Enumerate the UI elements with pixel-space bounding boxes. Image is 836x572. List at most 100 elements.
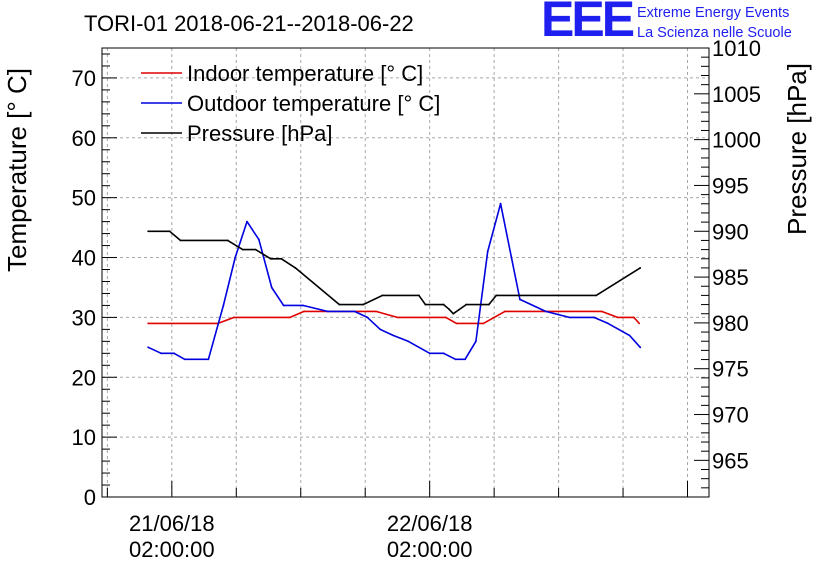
y2-tick-label: 985	[712, 265, 749, 290]
data-point-indoor	[455, 322, 458, 325]
data-point-indoor	[503, 310, 506, 313]
y-tick-label: 60	[72, 126, 96, 151]
y2-tick-label: 995	[712, 173, 749, 198]
legend-label: Outdoor temperature [° C]	[187, 91, 440, 116]
data-point-indoor	[303, 310, 305, 313]
y-tick-label: 10	[72, 425, 96, 450]
data-point-pressure	[448, 308, 450, 311]
y-tick-label: 40	[72, 246, 96, 271]
series-indoor	[147, 310, 641, 325]
y2-tick-label: 980	[712, 311, 749, 336]
data-point-outdoor	[499, 202, 502, 205]
data-point-outdoor	[366, 316, 369, 319]
data-point-outdoor	[257, 238, 260, 241]
y-tick-label: 20	[72, 365, 96, 390]
data-point-indoor	[632, 316, 635, 319]
left-axis: 0 10 20 30 40 50 60 70	[72, 53, 117, 510]
y2-tick-label: 970	[712, 403, 749, 428]
data-point-outdoor	[282, 304, 285, 307]
data-point-pressure	[226, 239, 229, 242]
data-point-pressure	[338, 303, 341, 306]
data-point-outdoor	[628, 334, 631, 337]
data-point-outdoor	[234, 256, 237, 259]
grid-lines	[102, 48, 709, 497]
legend: Indoor temperature [° C] Outdoor temperat…	[141, 61, 440, 146]
data-point-outdoor	[379, 328, 382, 331]
data-point-indoor	[482, 322, 485, 325]
right-axis: 965 970 975 980 985 990 995 1000 1005 1010	[694, 36, 761, 489]
data-point-outdoor	[160, 352, 162, 355]
y2-tick-label: 965	[712, 448, 749, 473]
data-point-pressure	[418, 294, 420, 297]
data-point-outdoor	[246, 220, 248, 223]
data-point-indoor	[147, 322, 150, 325]
y2-tick-label: 990	[712, 219, 749, 244]
data-point-outdoor	[639, 346, 642, 349]
plot-frame	[101, 47, 710, 498]
legend-label: Pressure [hPa]	[187, 121, 333, 146]
data-point-outdoor	[474, 340, 477, 343]
data-point-outdoor	[464, 358, 467, 361]
data-point-indoor	[233, 316, 236, 319]
data-point-indoor	[600, 310, 603, 313]
data-point-pressure	[452, 312, 455, 315]
data-point-outdoor	[392, 334, 395, 337]
series-layer	[147, 202, 642, 361]
data-point-outdoor	[302, 304, 304, 307]
y2-tick-label: 1000	[712, 128, 761, 153]
data-point-pressure	[362, 303, 364, 306]
logo-line-1: Extreme Energy Events	[637, 5, 790, 21]
logo-line-2: La Scienza nelle Scuole	[637, 25, 792, 41]
data-point-pressure	[241, 248, 244, 251]
data-point-pressure	[280, 257, 283, 260]
data-point-pressure	[442, 303, 445, 306]
data-point-outdoor	[486, 250, 489, 253]
data-point-outdoor	[544, 310, 547, 313]
data-point-pressure	[269, 257, 272, 260]
plot-frame-bg	[102, 48, 709, 497]
data-point-outdoor	[353, 310, 356, 313]
data-point-indoor	[289, 316, 291, 319]
y-tick-label: 30	[72, 305, 96, 330]
data-point-pressure	[294, 267, 297, 269]
data-point-outdoor	[147, 346, 150, 349]
legend-label: Indoor temperature [° C]	[187, 61, 423, 86]
y-tick-label: 0	[84, 485, 96, 510]
data-point-pressure	[639, 267, 642, 269]
y-tick-label: 70	[72, 66, 96, 91]
chart-title: TORI-01 2018-06-21--2018-06-22	[84, 11, 414, 36]
data-point-pressure	[487, 303, 490, 306]
data-point-pressure	[381, 294, 384, 297]
x-tick-date-label: 22/06/18	[387, 511, 473, 536]
data-point-outdoor	[407, 340, 410, 343]
x-tick-date-label: 21/06/18	[129, 511, 215, 536]
data-point-outdoor	[519, 298, 521, 301]
eee-logo-letters: EEE	[541, 0, 635, 47]
data-point-pressure	[495, 294, 498, 297]
y-axis-label: Temperature [° C]	[2, 68, 32, 272]
data-point-indoor	[444, 316, 447, 319]
x-tick-time-label: 02:00:00	[387, 537, 473, 562]
y2-tick-label: 975	[712, 357, 749, 382]
data-point-outdoor	[428, 352, 431, 355]
data-point-outdoor	[326, 310, 329, 313]
y-tick-label: 50	[72, 186, 96, 211]
data-point-outdoor	[607, 322, 609, 325]
data-point-pressure	[254, 248, 257, 251]
data-point-outdoor	[442, 352, 445, 355]
y2-tick-label: 1005	[712, 82, 761, 107]
data-point-outdoor	[568, 316, 571, 319]
series-line-pressure	[148, 230, 641, 315]
data-point-pressure	[168, 230, 171, 233]
data-point-indoor	[396, 316, 399, 319]
data-point-outdoor	[207, 358, 210, 361]
data-point-outdoor	[173, 352, 175, 355]
data-point-outdoor	[270, 286, 273, 289]
data-point-pressure	[595, 294, 598, 297]
data-point-pressure	[424, 303, 427, 306]
data-point-outdoor	[183, 358, 186, 361]
data-point-indoor	[638, 322, 641, 325]
data-point-outdoor	[593, 316, 595, 319]
